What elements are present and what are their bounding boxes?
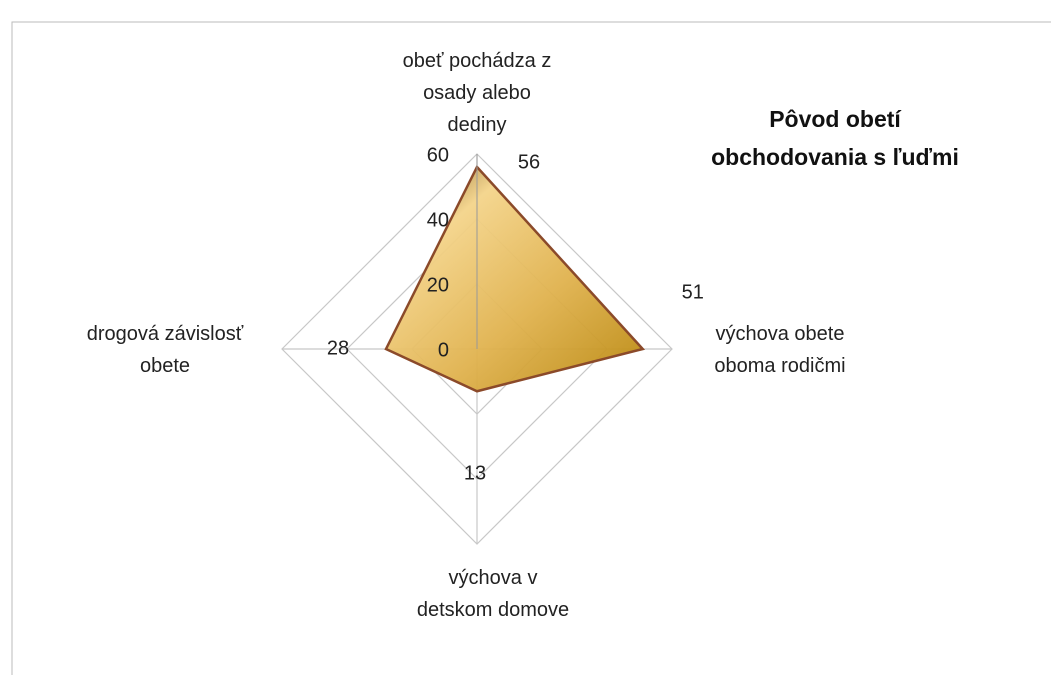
chart-border bbox=[11, 21, 1051, 675]
category-label: obeť pochádza z osady alebo dediny bbox=[402, 50, 552, 136]
category-label: výchova v detskom domove bbox=[416, 567, 570, 621]
category-label: výchova obete oboma rodičmi bbox=[714, 323, 846, 377]
data-label: 56 bbox=[518, 151, 540, 173]
y-tick-label: 0 bbox=[438, 339, 449, 361]
y-tick-label: 20 bbox=[427, 274, 449, 296]
y-tick-label: 60 bbox=[427, 144, 449, 166]
chart-title: Pôvod obetí obchodovania s ľuďmi bbox=[711, 106, 959, 170]
radar-area bbox=[384, 164, 646, 393]
category-label: drogová závislosť obete bbox=[86, 323, 244, 377]
data-label: 28 bbox=[327, 337, 349, 359]
data-label: 51 bbox=[682, 281, 704, 303]
y-tick-label: 40 bbox=[427, 209, 449, 231]
data-label: 13 bbox=[464, 463, 486, 485]
